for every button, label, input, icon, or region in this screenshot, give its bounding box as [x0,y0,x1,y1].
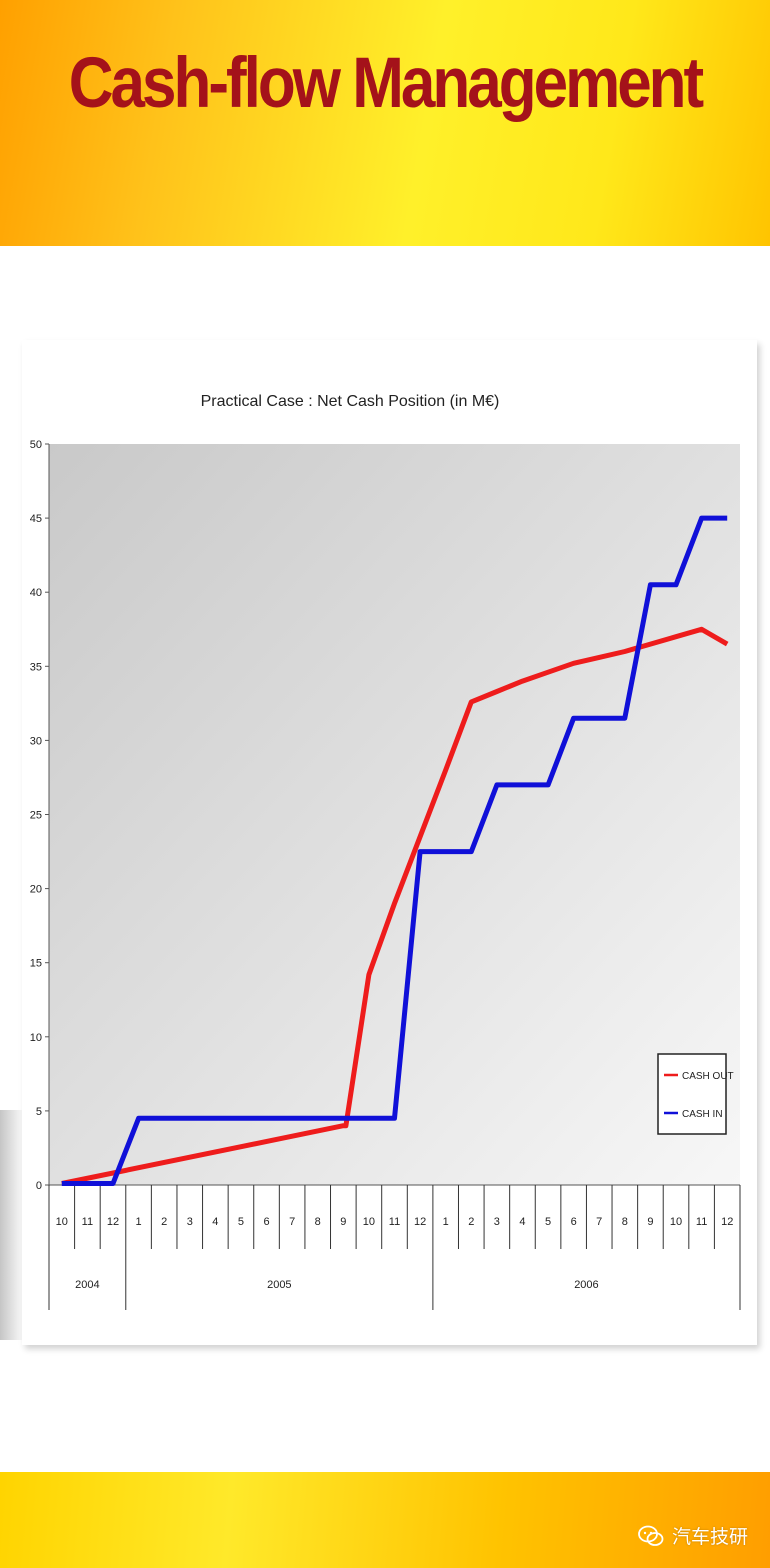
x-tick-label: 1 [443,1216,449,1228]
plot-area [49,444,740,1185]
legend-box [657,1053,727,1135]
x-tick-label: 1 [136,1216,142,1228]
net-cash-chart: Practical Case : Net Cash Position (in M… [30,393,741,1310]
x-tick-label: 12 [107,1216,119,1228]
bottom-banner [0,1472,770,1568]
card-shadow [0,1110,24,1340]
x-tick-label: 7 [289,1216,295,1228]
x-tick-label: 8 [315,1216,321,1228]
x-tick-label: 7 [596,1216,602,1228]
chart-legend: CASH OUT CASH IN [657,1053,734,1135]
y-tick-label: 25 [30,810,42,822]
chart-card: Practical Case : Net Cash Position (in M… [22,340,757,1345]
x-tick-label: 6 [571,1216,577,1228]
x-tick-label: 10 [670,1216,682,1228]
x-tick-label: 10 [363,1216,375,1228]
legend-label: CASH OUT [682,1071,734,1082]
chart-title: Practical Case : Net Cash Position (in M… [201,393,500,410]
y-tick-label: 15 [30,958,42,970]
x-tick-label: 11 [389,1216,400,1228]
x-tick-label: 12 [721,1216,733,1228]
legend-label: CASH IN [682,1109,723,1120]
y-tick-label: 30 [30,735,42,747]
year-label: 2006 [574,1279,598,1291]
series-line-cash-in [61,515,728,1186]
y-tick-label: 5 [36,1106,42,1118]
y-tick-label: 35 [30,661,42,673]
year-label: 2005 [267,1279,291,1291]
y-tick-label: 45 [30,513,42,525]
x-tick-label: 12 [414,1216,426,1228]
y-tick-label: 50 [30,439,42,451]
x-tick-label: 11 [82,1216,93,1228]
wechat-icon [638,1525,664,1546]
x-tick-label: 2 [161,1216,167,1228]
x-tick-label: 4 [519,1216,525,1228]
x-tick-label: 3 [494,1216,500,1228]
x-tick-label: 5 [238,1216,244,1228]
y-tick-label: 40 [30,587,42,599]
x-tick-label: 5 [545,1216,551,1228]
y-tick-label: 0 [36,1180,42,1192]
x-tick-label: 10 [56,1216,68,1228]
year-label: 2004 [75,1279,99,1291]
x-tick-label: 6 [263,1216,269,1228]
x-tick-label: 4 [212,1216,218,1228]
x-tick-label: 2 [468,1216,474,1228]
x-tick-label: 9 [340,1216,346,1228]
x-tick-label: 8 [622,1216,628,1228]
x-tick-label: 3 [187,1216,193,1228]
top-banner [0,0,770,246]
y-tick-label: 10 [30,1032,42,1044]
y-tick-label: 20 [30,884,42,896]
x-tick-label: 9 [647,1216,653,1228]
watermark-text: 汽车技研 [671,1526,748,1548]
series-line-cash-out [61,626,729,1186]
slide-title: Cash-flow Management [68,43,704,124]
x-tick-label: 11 [696,1216,707,1228]
watermark: 汽车技研 [638,1522,748,1549]
